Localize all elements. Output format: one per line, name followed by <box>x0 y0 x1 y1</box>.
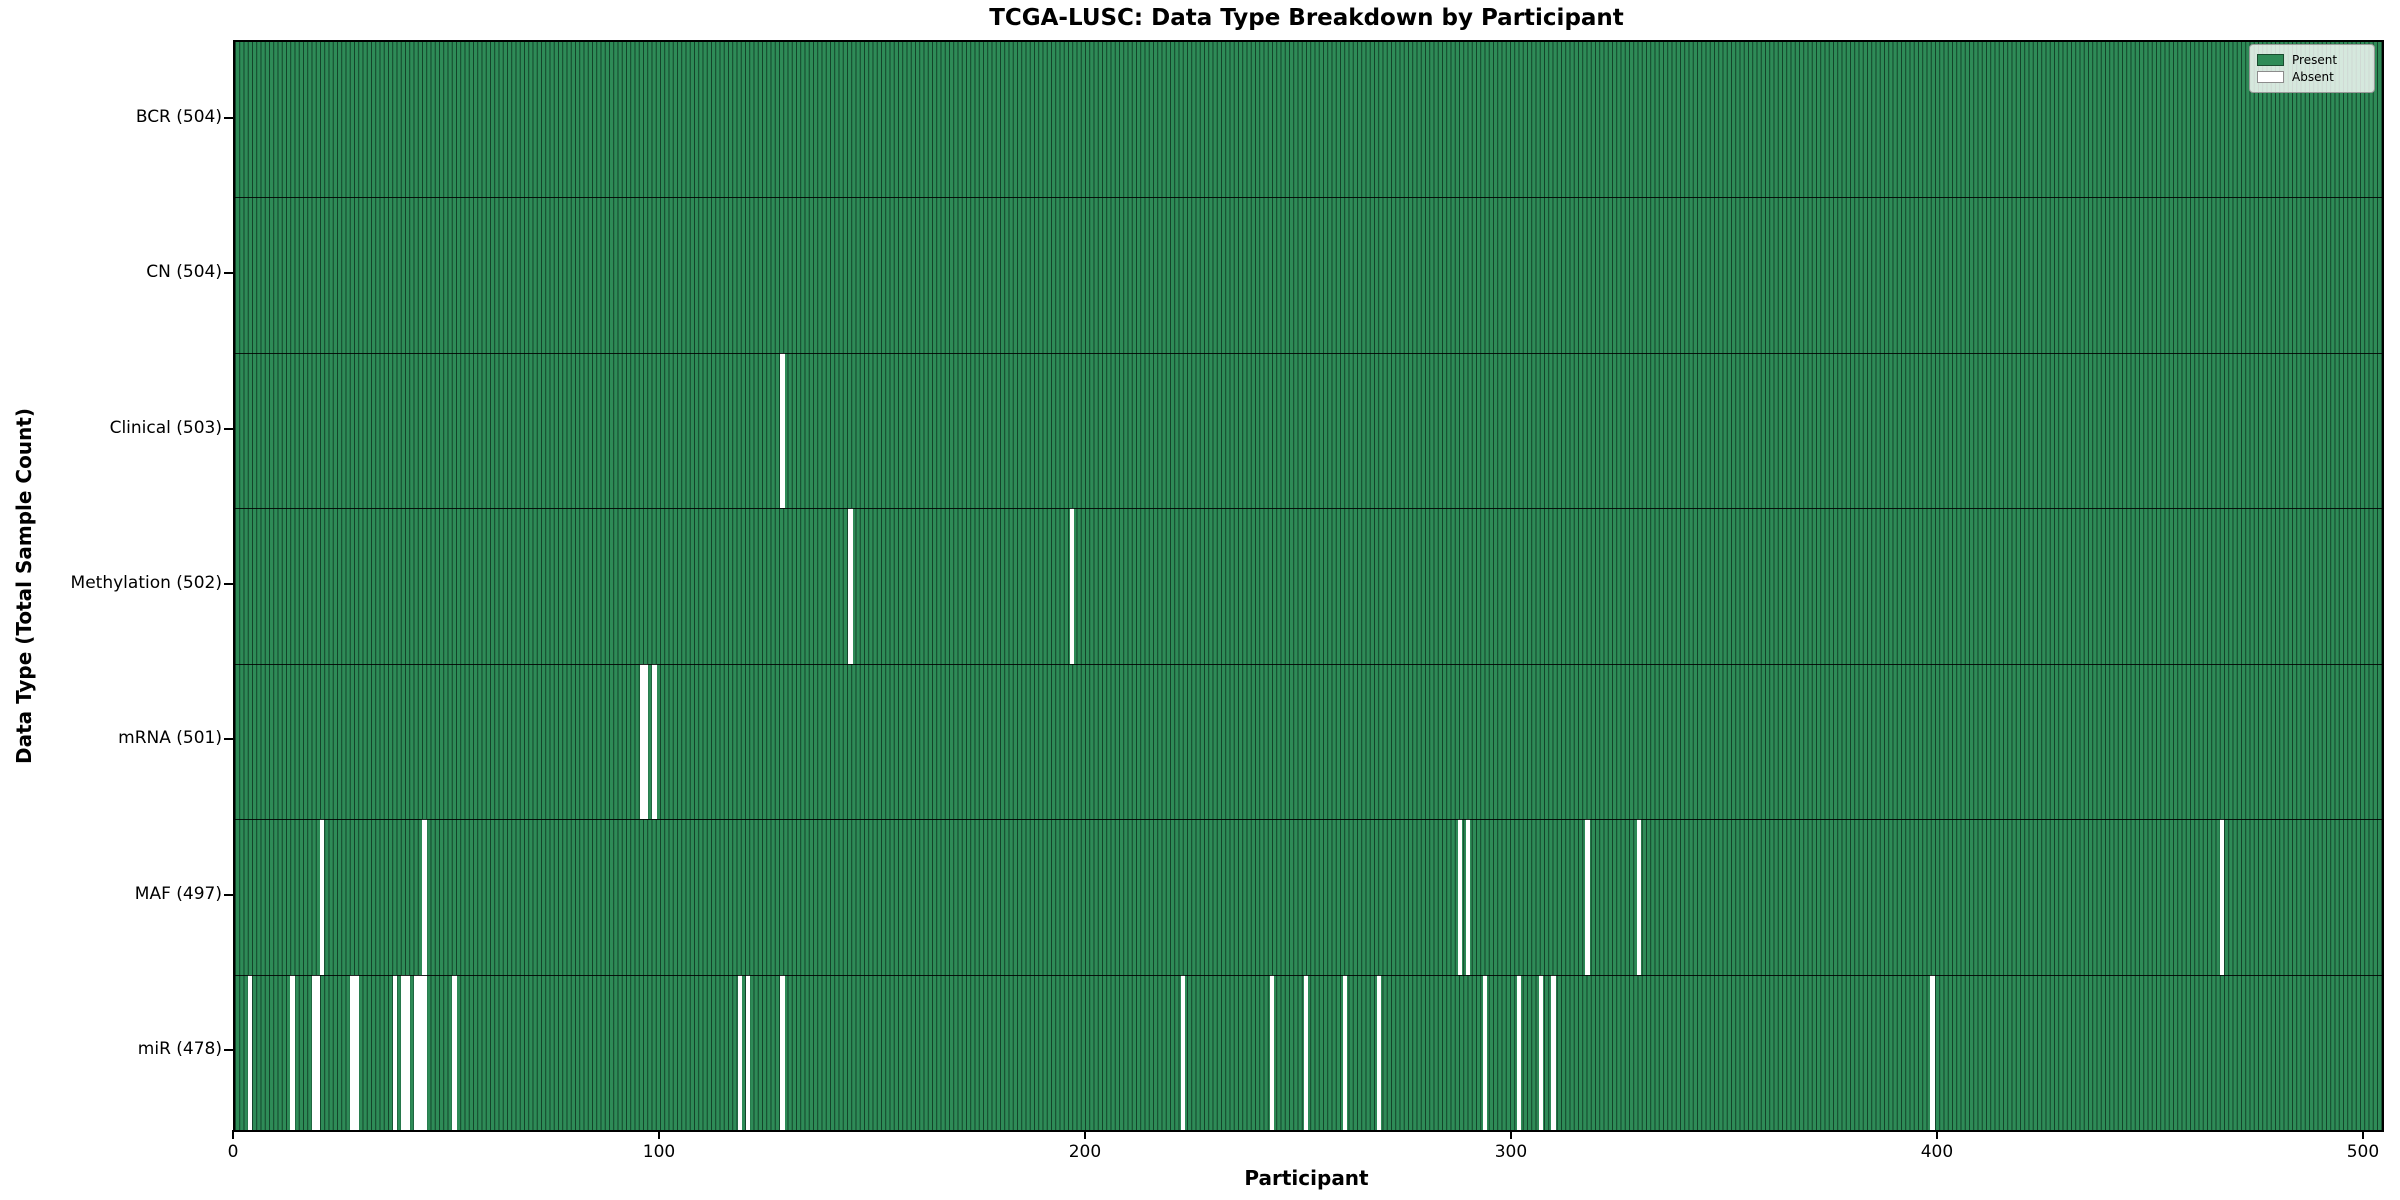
absent-gap <box>392 974 397 1130</box>
x-tick-label-300: 300 <box>1494 1142 1528 1162</box>
x-tick-mark <box>1509 1130 1512 1139</box>
absent-gap <box>1466 819 1471 975</box>
absent-gap <box>2220 819 2225 975</box>
absent-gap <box>848 508 853 664</box>
absent-gap <box>311 974 316 1130</box>
legend-label: Absent <box>2292 70 2334 84</box>
absent-gap <box>643 663 649 820</box>
y-tick-label-bcr: BCR (504) <box>135 106 222 127</box>
absent-gap <box>1457 819 1462 975</box>
row-separator <box>235 974 2382 976</box>
y-tick-mark <box>224 272 233 275</box>
heatmap-row-cn <box>235 197 2382 353</box>
absent-gap <box>422 819 427 975</box>
legend-item-present: Present <box>2257 53 2367 67</box>
absent-gap <box>401 974 406 1130</box>
absent-gap <box>1270 974 1275 1130</box>
y-tick-label-cn: CN (504) <box>146 262 222 283</box>
x-tick-mark <box>2361 1130 2364 1139</box>
absent-gap <box>1483 974 1488 1130</box>
legend-label: Present <box>2292 53 2338 67</box>
row-separator <box>235 197 2382 199</box>
y-tick-label-mir: miR (478) <box>137 1039 222 1060</box>
absent-gap <box>1517 974 1522 1130</box>
absent-gap <box>422 974 427 1130</box>
absent-gap <box>1342 974 1347 1130</box>
row-separator <box>235 663 2382 665</box>
heatmap-row-bcr <box>235 42 2382 198</box>
y-tick-mark <box>224 427 233 430</box>
legend-swatch-absent <box>2257 71 2284 83</box>
absent-gap <box>1930 974 1935 1130</box>
x-tick-mark <box>1083 1130 1086 1139</box>
absent-gap <box>405 974 410 1130</box>
chart-title: TCGA-LUSC: Data Type Breakdown by Partic… <box>989 5 1624 31</box>
y-tick-mark <box>224 893 233 896</box>
heatmap-row-maf <box>235 819 2382 975</box>
y-tick-mark <box>224 116 233 119</box>
absent-gap <box>1551 974 1556 1130</box>
absent-gap <box>350 974 355 1130</box>
x-tick-label-500: 500 <box>2346 1142 2380 1162</box>
x-tick-mark <box>1935 1130 1938 1139</box>
y-tick-mark <box>224 738 233 741</box>
row-separator <box>235 508 2382 510</box>
legend: Present Absent <box>2249 44 2375 93</box>
absent-gap <box>1069 508 1075 664</box>
absent-gap <box>418 974 423 1130</box>
x-tick-label-0: 0 <box>227 1142 239 1162</box>
plot-area <box>233 40 2384 1132</box>
y-tick-label-mrna: mRNA (501) <box>118 728 222 749</box>
absent-gap <box>1538 974 1543 1130</box>
heatmap-row-mrna <box>235 663 2382 820</box>
absent-gap <box>354 974 359 1130</box>
absent-gap <box>780 974 785 1130</box>
heatmap-row-clinical <box>235 352 2382 509</box>
x-tick-mark <box>232 1130 234 1139</box>
x-axis-label: Participant <box>1244 1166 1369 1190</box>
x-tick-label-100: 100 <box>642 1142 676 1162</box>
heatmap-row-mir <box>235 974 2382 1130</box>
absent-gap <box>737 974 742 1130</box>
absent-gap <box>1376 974 1381 1130</box>
absent-gap <box>1180 974 1185 1130</box>
absent-gap <box>652 663 657 820</box>
absent-gap <box>413 974 419 1130</box>
legend-swatch-present <box>2257 54 2284 66</box>
legend-item-absent: Absent <box>2257 70 2367 84</box>
absent-gap <box>780 352 785 509</box>
row-separator <box>235 819 2382 821</box>
row-separator <box>235 352 2382 354</box>
absent-gap <box>315 974 321 1130</box>
absent-gap <box>639 663 644 820</box>
absent-gap <box>1636 819 1641 975</box>
y-tick-label-maf: MAF (497) <box>134 883 222 904</box>
absent-gap <box>290 974 295 1130</box>
absent-gap <box>247 974 253 1130</box>
absent-gap <box>1585 819 1590 975</box>
y-tick-mark <box>224 1049 233 1052</box>
absent-gap <box>320 819 325 975</box>
x-tick-mark <box>657 1130 660 1139</box>
absent-gap <box>452 974 457 1130</box>
absent-gap <box>746 974 751 1130</box>
absent-gap <box>1304 974 1309 1130</box>
x-tick-label-200: 200 <box>1068 1142 1102 1162</box>
heatmap-row-methylation <box>235 508 2382 664</box>
x-tick-label-400: 400 <box>1920 1142 1954 1162</box>
y-tick-label-methylation: Methylation (502) <box>70 573 222 593</box>
y-tick-label-clinical: Clinical (503) <box>109 417 222 438</box>
y-tick-mark <box>224 583 233 585</box>
